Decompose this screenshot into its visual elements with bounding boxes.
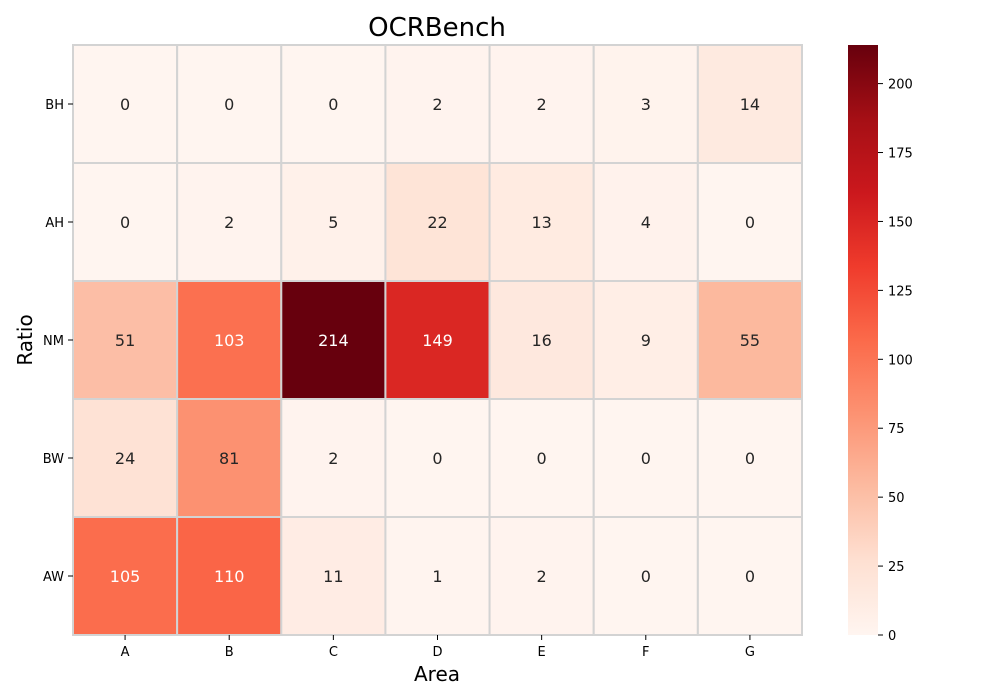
heatmap-cell	[488, 280, 595, 400]
heatmap-cell	[696, 162, 803, 282]
x-axis-label: Area	[414, 662, 460, 686]
cell-value-label: 0	[537, 449, 547, 468]
heatmap-cell	[280, 280, 387, 400]
y-tick-label: NM	[43, 334, 64, 349]
cell-value-label: 0	[745, 449, 755, 468]
cell-value-label: 51	[115, 331, 135, 350]
y-tick-label: BH	[45, 98, 64, 113]
heatmap-cell	[176, 398, 283, 518]
cell-value-label: 0	[120, 95, 130, 114]
cell-value-label: 9	[641, 331, 651, 350]
heatmap-cell	[592, 398, 699, 518]
cell-value-label: 16	[531, 331, 551, 350]
cell-value-label: 105	[110, 567, 141, 586]
cell-value-label: 214	[318, 331, 349, 350]
cell-value-label: 2	[328, 449, 338, 468]
heatmap-cell	[280, 44, 387, 164]
x-tick-label: B	[225, 645, 234, 660]
heatmap-cell	[384, 280, 491, 400]
x-axis-ticks: A B C D E F G	[121, 635, 755, 660]
colorbar-tick-label: 175	[888, 147, 913, 162]
x-tick-label: C	[329, 645, 338, 660]
heatmap-cell	[280, 516, 387, 636]
colorbar-tick-label: 0	[888, 629, 896, 644]
heatmap-cell	[592, 44, 699, 164]
heatmap-cell	[72, 44, 179, 164]
heatmap-cell	[72, 516, 179, 636]
colorbar-tick-label: 125	[888, 284, 913, 299]
x-tick-label: A	[121, 645, 130, 660]
cell-value-label: 0	[641, 567, 651, 586]
heatmap-cell	[384, 398, 491, 518]
cell-value-label: 13	[531, 213, 551, 232]
heatmap-cell	[280, 162, 387, 282]
y-tick-label: BW	[43, 452, 64, 467]
y-axis-ticks: BH AH NM BW AW	[43, 98, 73, 585]
heatmap-cell	[488, 162, 595, 282]
colorbar	[848, 45, 878, 635]
x-tick-label: E	[538, 645, 546, 660]
colorbar-tick-label: 200	[888, 78, 913, 93]
colorbar-tick-label: 150	[888, 215, 913, 230]
heatmap-cell	[176, 280, 283, 400]
cell-value-label: 5	[328, 213, 338, 232]
cell-value-label: 24	[115, 449, 135, 468]
cell-value-label: 0	[120, 213, 130, 232]
cell-value-label: 0	[641, 449, 651, 468]
cell-value-label: 0	[745, 213, 755, 232]
cell-value-label: 2	[432, 95, 442, 114]
cell-value-label: 1	[432, 567, 442, 586]
colorbar-tick-label: 25	[888, 560, 905, 575]
colorbar-tick-label: 50	[888, 491, 905, 506]
cell-value-label: 103	[214, 331, 245, 350]
x-tick-label: D	[432, 645, 442, 660]
cell-value-label: 2	[224, 213, 234, 232]
y-tick-label: AW	[43, 570, 64, 585]
cell-value-label: 14	[740, 95, 760, 114]
cell-value-label: 55	[740, 331, 760, 350]
colorbar-ticks: 0 25 50 75 100 125 150 175 200	[878, 78, 913, 644]
cell-value-label: 0	[432, 449, 442, 468]
cell-value-label: 2	[537, 95, 547, 114]
chart-title: OCRBench	[368, 13, 506, 43]
x-tick-label: G	[745, 645, 755, 660]
cell-value-label: 110	[214, 567, 245, 586]
x-tick-label: F	[642, 645, 649, 660]
cell-value-label: 0	[745, 567, 755, 586]
cell-value-label: 0	[328, 95, 338, 114]
colorbar-tick-label: 75	[888, 422, 905, 437]
cell-value-label: 2	[537, 567, 547, 586]
cell-value-label: 4	[641, 213, 651, 232]
heatmap-cell	[696, 280, 803, 400]
cell-value-label: 149	[422, 331, 453, 350]
heatmap-cell	[696, 398, 803, 518]
y-tick-label: AH	[45, 216, 64, 231]
cell-value-label: 22	[427, 213, 447, 232]
cell-value-label: 81	[219, 449, 239, 468]
colorbar-tick-label: 100	[888, 353, 913, 368]
cell-value-label: 0	[224, 95, 234, 114]
cell-value-label: 11	[323, 567, 343, 586]
cell-value-label: 3	[641, 95, 651, 114]
heatmap-cell	[72, 398, 179, 518]
heatmap-cell	[592, 280, 699, 400]
heatmap-cell	[176, 44, 283, 164]
y-axis-label: Ratio	[13, 314, 37, 365]
